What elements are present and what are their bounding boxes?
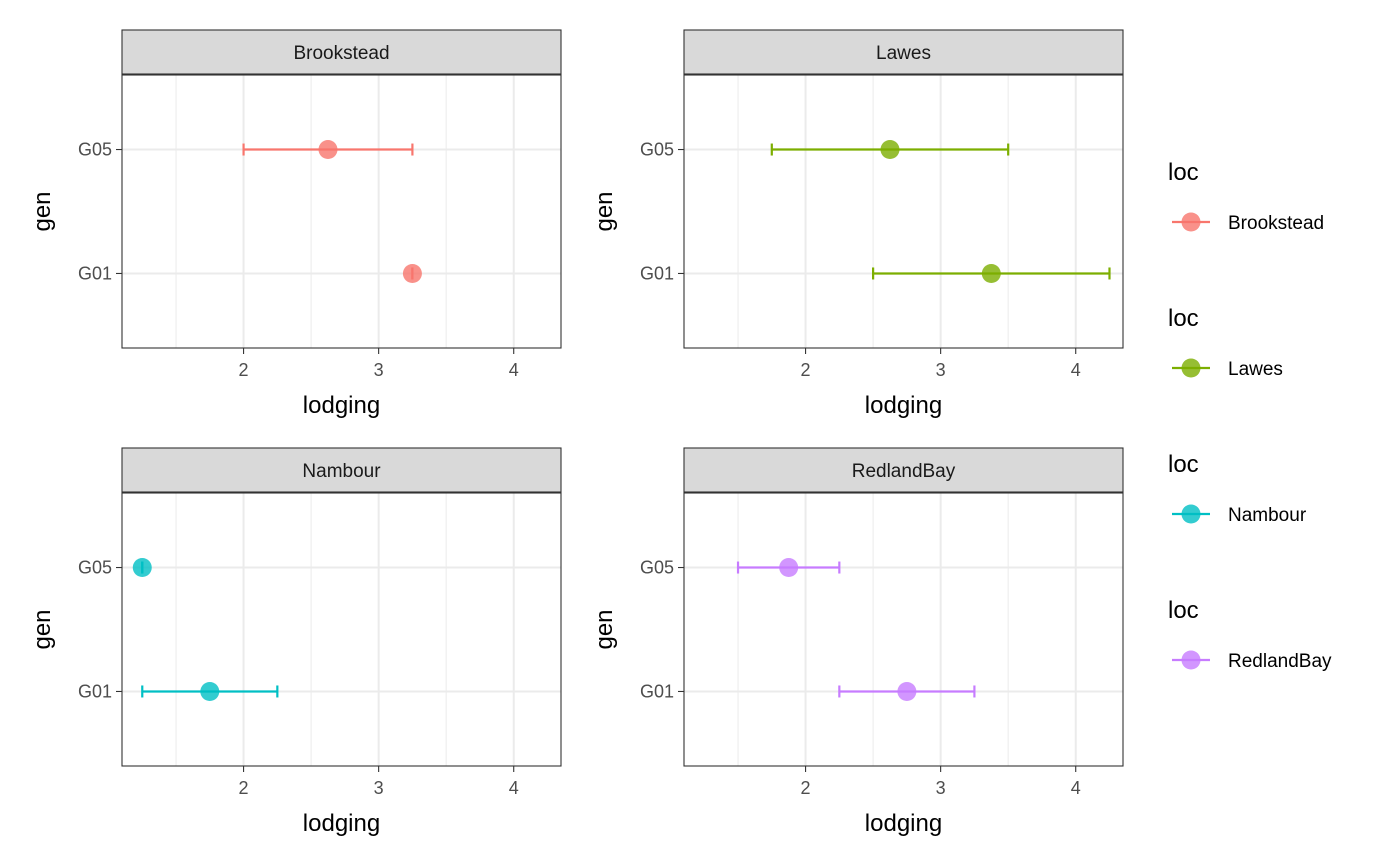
y-tick-label: G05: [78, 558, 112, 578]
y-tick-label: G01: [78, 681, 112, 701]
panel-background: [684, 493, 1123, 766]
facet-strip-label: Brookstead: [293, 43, 389, 64]
legend-title: loc: [1168, 159, 1199, 186]
x-tick-label: 4: [1071, 360, 1081, 380]
legend-title: loc: [1168, 305, 1199, 332]
x-axis-title: lodging: [865, 392, 942, 419]
x-tick-label: 3: [374, 778, 384, 798]
x-axis-title: lodging: [865, 810, 942, 837]
data-point: [897, 681, 917, 701]
x-axis-title: lodging: [303, 392, 380, 419]
facet-strip-label: Lawes: [876, 43, 931, 64]
data-point: [981, 263, 1001, 283]
legend-label: Brookstead: [1228, 213, 1324, 234]
facet-strip: [683, 447, 1124, 493]
x-axis-title: lodging: [303, 810, 380, 837]
y-tick-label: G01: [640, 681, 674, 701]
legend-redlandbay: loc RedlandBay: [1168, 597, 1332, 672]
panel-background: [122, 493, 561, 766]
legend-nambour: loc Nambour: [1168, 451, 1307, 526]
x-tick-label: 2: [239, 360, 249, 380]
y-tick-label: G01: [78, 263, 112, 283]
y-axis-title: gen: [591, 191, 618, 231]
panel-border: [121, 74, 562, 349]
panel-background: [122, 75, 561, 348]
panel-border: [683, 492, 1124, 767]
data-point: [402, 263, 422, 283]
x-tick-label: 4: [509, 778, 519, 798]
facet-strip: [121, 29, 562, 75]
legend-brookstead: loc Brookstead: [1168, 159, 1324, 234]
y-tick-label: G01: [640, 263, 674, 283]
facet-strip: [121, 447, 562, 493]
x-tick-label: 3: [374, 360, 384, 380]
y-axis-title: gen: [591, 609, 618, 649]
panel-border: [121, 492, 562, 767]
y-axis-title: gen: [29, 609, 56, 649]
legend-title: loc: [1168, 451, 1199, 478]
y-tick-label: G05: [640, 140, 674, 160]
panel-border: [683, 74, 1124, 349]
facet-panel-lawes: Lawes G01 G05 2 3 4 lodging gen: [591, 29, 1124, 419]
x-tick-label: 3: [936, 360, 946, 380]
x-tick-label: 2: [801, 360, 811, 380]
data-point: [200, 681, 220, 701]
x-tick-label: 4: [509, 360, 519, 380]
panel-background: [684, 75, 1123, 348]
x-tick-label: 2: [801, 778, 811, 798]
x-tick-label: 4: [1071, 778, 1081, 798]
legend-key-point: [1181, 650, 1201, 670]
legend-label: RedlandBay: [1228, 651, 1332, 672]
data-point: [779, 558, 799, 578]
data-point: [132, 558, 152, 578]
facet-panel-nambour: Nambour G01 G05 2 3 4 lodging gen: [29, 447, 562, 837]
facet-panel-redlandbay: RedlandBay G01 G05 2 3 4 lodging gen: [591, 447, 1124, 837]
legend-label: Lawes: [1228, 359, 1283, 380]
facet-strip-label: Nambour: [302, 461, 381, 482]
legend-title: loc: [1168, 597, 1199, 624]
y-tick-label: G05: [78, 140, 112, 160]
legend-key-point: [1181, 504, 1201, 524]
facet-strip-label: RedlandBay: [852, 461, 956, 482]
y-axis-title: gen: [29, 191, 56, 231]
legend-key-point: [1181, 358, 1201, 378]
legend-key-point: [1181, 212, 1201, 232]
legend-lawes: loc Lawes: [1168, 305, 1283, 380]
data-point: [318, 140, 338, 160]
facet-strip: [683, 29, 1124, 75]
y-tick-label: G05: [640, 558, 674, 578]
x-tick-label: 3: [936, 778, 946, 798]
data-point: [880, 140, 900, 160]
x-tick-label: 2: [239, 778, 249, 798]
legend-label: Nambour: [1228, 505, 1307, 526]
facet-panel-brookstead: Brookstead G01 G05 2 3 4 lodging gen: [29, 29, 562, 419]
